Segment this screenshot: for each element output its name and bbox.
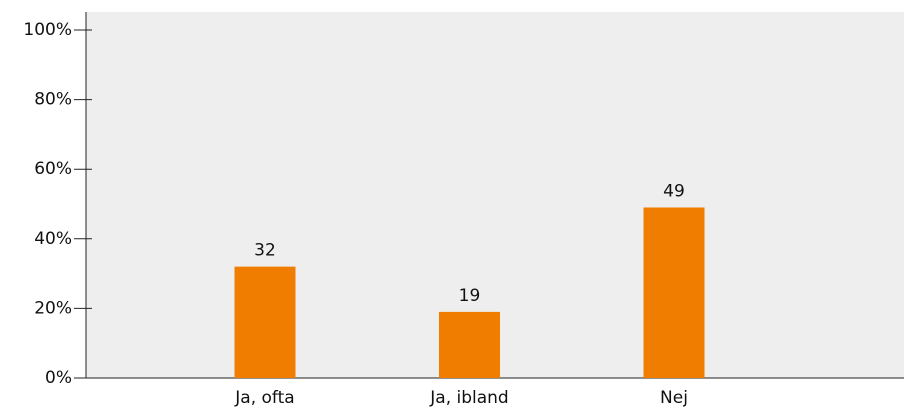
- y-tick-label: 40%: [34, 229, 72, 249]
- bar: [439, 311, 500, 378]
- data-label: 49: [663, 181, 685, 201]
- y-tick-label: 20%: [34, 298, 72, 318]
- x-tick-label: Ja, ofta: [234, 388, 294, 408]
- x-tick-label: Ja, ibland: [429, 388, 508, 408]
- data-label: 19: [459, 286, 481, 306]
- x-tick-label: Nej: [660, 388, 688, 408]
- y-tick-label: 100%: [23, 20, 72, 40]
- y-tick-label: 60%: [34, 159, 72, 179]
- y-tick-label: 80%: [34, 90, 72, 110]
- bar: [643, 207, 705, 378]
- bar: [234, 266, 296, 378]
- data-label: 32: [254, 241, 276, 261]
- y-tick-label: 0%: [45, 368, 72, 388]
